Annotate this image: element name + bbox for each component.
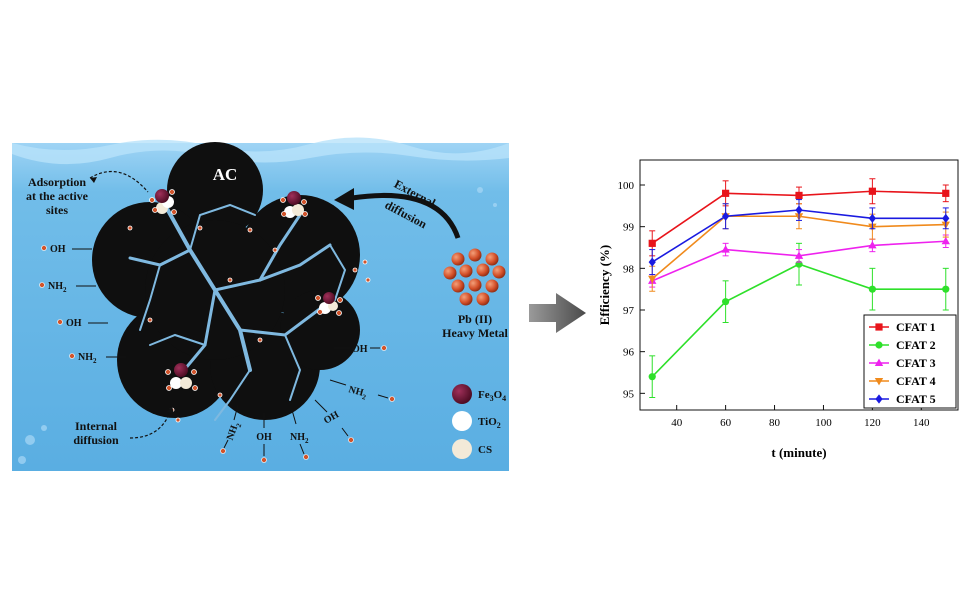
y-tick-label: 100 — [618, 180, 635, 192]
data-point — [648, 257, 656, 267]
group-nh2-3: NH2 — [347, 384, 369, 401]
group-oh-2: OH — [66, 318, 82, 329]
bubbles — [18, 187, 497, 464]
internal-label: Internal diffusion — [73, 419, 119, 447]
adsorption-schematic: AC Adsorption at the active sites Extern… — [12, 137, 509, 471]
adsorption-label-line1: Adsorption — [28, 175, 86, 189]
efficiency-chart: 40 60 80 100 120 140 95 96 97 98 99 100 t (minute)… — [597, 159, 959, 460]
legend-label: CFAT 1 — [896, 320, 936, 334]
composite-site-top-left — [155, 189, 174, 214]
adsorption-label-line2: at the active — [26, 189, 89, 203]
composite-site-bottom — [170, 363, 192, 389]
pb-label: Pb (II) Heavy Metal — [442, 312, 508, 340]
y-tick-label: 95 — [623, 388, 635, 400]
series-cfat-1 — [648, 178, 950, 257]
pore-network — [128, 203, 347, 421]
x-tick-label: 80 — [769, 417, 781, 429]
internal-arrow — [129, 411, 171, 439]
series-cfat-5 — [648, 199, 950, 276]
y-tick-label: 99 — [623, 222, 635, 234]
composite-site-top-right — [284, 191, 304, 218]
adsorption-arrow — [89, 170, 149, 193]
data-point — [941, 236, 950, 245]
data-point — [648, 275, 657, 284]
adsorption-label: Adsorption at the active sites — [26, 175, 89, 217]
surface-groups-bottom: NH2 OH NH2 — [220, 404, 309, 463]
y-tick-label: 98 — [623, 263, 635, 275]
x-tick-label: 140 — [913, 417, 930, 429]
data-point — [942, 189, 950, 197]
series-cfat-2 — [648, 242, 950, 398]
legend-label: CFAT 5 — [896, 392, 936, 406]
data-point — [942, 213, 950, 223]
x-tick-label: 60 — [720, 417, 732, 429]
data-point — [722, 189, 730, 197]
cs-legend-label: CS — [478, 444, 492, 456]
internal-label-line2: diffusion — [73, 433, 119, 447]
group-nh2-1: NH2 — [48, 281, 67, 294]
series-layer — [648, 178, 950, 398]
legend-marker — [875, 323, 883, 331]
x-axis-label: t (minute) — [771, 445, 826, 460]
external-diffusion-arrow — [351, 193, 461, 239]
group-oh-1: OH — [50, 244, 66, 255]
group-nh2-2: NH2 — [78, 352, 97, 365]
group-oh-3: OH — [352, 344, 368, 355]
surface-groups-left: OH NH2 OH NH2 — [39, 244, 126, 365]
fe3o4-legend-swatch — [452, 384, 472, 404]
data-point — [868, 187, 876, 195]
adsorption-label-line3: sites — [46, 203, 68, 217]
transition-arrow — [529, 293, 586, 333]
cs-legend-swatch — [452, 439, 472, 459]
y-tick-label: 96 — [623, 347, 635, 359]
chart-legend: CFAT 1 CFAT 2 CFAT 3 CFAT 4 CFAT 5 — [863, 314, 957, 409]
y-axis-ticks: 95 96 97 98 99 100 — [618, 180, 645, 400]
fe3o4-legend-label: Fe3O4 — [478, 389, 506, 403]
data-point — [868, 285, 876, 293]
legend-marker — [875, 394, 883, 404]
legend-marker — [874, 378, 884, 386]
pb-label-line1: Pb (II) — [458, 312, 492, 326]
internal-arrowhead — [167, 406, 174, 414]
internal-label-line1: Internal — [75, 419, 118, 433]
ac-label: AC — [213, 165, 238, 184]
activated-carbon-particle — [92, 142, 360, 420]
adsorption-arrowhead — [90, 177, 97, 183]
water-surface — [12, 137, 509, 165]
pb-ion-cluster — [443, 248, 506, 306]
group-nh2-5: NH2 — [290, 432, 309, 445]
x-tick-label: 120 — [864, 417, 881, 429]
legend-label: CFAT 4 — [896, 374, 936, 388]
y-axis-label: Efficiency (%) — [597, 245, 612, 326]
data-point — [795, 205, 803, 215]
data-point — [721, 245, 730, 253]
pb-label-line2: Heavy Metal — [442, 326, 508, 340]
x-axis-ticks: 40 60 80 100 120 140 — [671, 405, 930, 429]
external-diffusion-arrowhead — [334, 188, 354, 210]
data-point — [722, 211, 730, 221]
x-tick-label: 40 — [671, 417, 683, 429]
y-tick-label: 97 — [623, 305, 635, 317]
composite-legend: Fe3O4 TiO2 CS — [452, 384, 506, 459]
data-point — [868, 213, 876, 223]
legend-marker — [875, 341, 883, 349]
group-nh2-4: NH2 — [225, 420, 244, 442]
legend-marker — [874, 358, 884, 366]
data-point — [648, 373, 656, 381]
legend-label: CFAT 3 — [896, 356, 936, 370]
tio2-legend-label: TiO2 — [478, 416, 501, 430]
group-oh-5: OH — [256, 432, 272, 443]
tio2-legend-swatch — [452, 411, 472, 431]
x-tick-label: 100 — [815, 417, 832, 429]
data-point — [868, 241, 877, 249]
data-point — [795, 191, 803, 200]
data-point — [942, 285, 950, 293]
data-point — [794, 251, 804, 259]
legend-label: CFAT 2 — [896, 338, 936, 352]
data-point — [648, 239, 656, 247]
data-point — [722, 298, 730, 306]
